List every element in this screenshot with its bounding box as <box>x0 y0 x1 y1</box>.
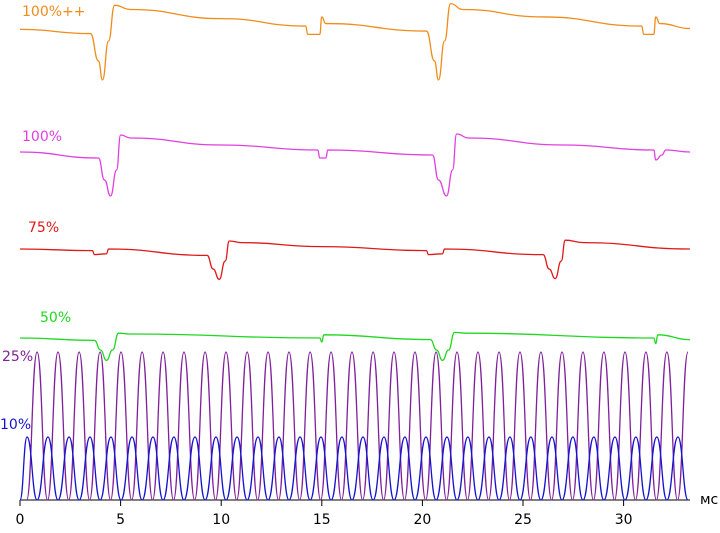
trace-label: 25% <box>2 349 33 365</box>
x-tick-label: 20 <box>413 512 431 528</box>
trace-label: 75% <box>28 220 59 236</box>
trace-label: 50% <box>40 310 71 326</box>
trace <box>26 351 689 501</box>
x-tick-label: 30 <box>615 512 633 528</box>
x-tick-label: 5 <box>116 512 125 528</box>
trace <box>19 331 691 362</box>
x-tick-label: 10 <box>212 512 230 528</box>
trace <box>19 436 689 501</box>
x-axis-label: мс <box>700 492 718 508</box>
x-tick-label: 0 <box>16 512 25 528</box>
trace-label: 10% <box>0 417 31 433</box>
x-tick-label: 15 <box>313 512 331 528</box>
trace <box>19 239 691 281</box>
x-tick-label: 25 <box>514 512 532 528</box>
trace <box>19 3 691 81</box>
trace-label: 100% <box>22 129 62 145</box>
trace-label: 100%++ <box>22 4 86 20</box>
trace <box>19 133 691 197</box>
